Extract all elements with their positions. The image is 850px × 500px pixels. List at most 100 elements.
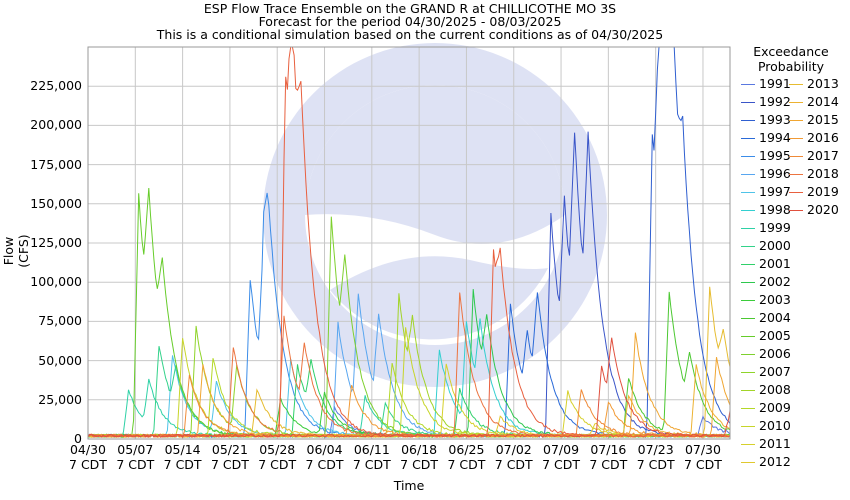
y-tick-label: 125,000	[30, 235, 82, 250]
y-tick-label: 200,000	[30, 117, 82, 133]
legend-swatch	[741, 300, 755, 301]
legend-item-2003: 2003	[741, 291, 791, 309]
legend: Exceedance Probability 1991 1992 1993 1994 1…	[735, 44, 847, 469]
legend-item-2000: 2000	[741, 237, 791, 255]
y-tick-label: 75,000	[38, 313, 82, 329]
legend-swatch	[741, 210, 755, 211]
legend-label: 1993	[759, 112, 791, 127]
legend-swatch	[741, 444, 755, 445]
legend-swatch	[789, 174, 803, 175]
legend-label: 2001	[759, 256, 791, 271]
legend-swatch	[741, 426, 755, 427]
legend-label: 2010	[759, 418, 791, 433]
legend-item-2007: 2007	[741, 363, 791, 381]
legend-swatch	[741, 336, 755, 337]
x-tick-label: 07/02 7 CDT	[494, 442, 533, 472]
legend-item-1997: 1997	[741, 183, 791, 201]
legend-label: 2000	[759, 238, 791, 253]
legend-swatch	[741, 318, 755, 319]
x-tick-label: 07/16 7 CDT	[589, 442, 628, 472]
legend-swatch	[741, 156, 755, 157]
legend-item-2008: 2008	[741, 381, 791, 399]
legend-swatch	[741, 174, 755, 175]
legend-label: 2016	[807, 130, 839, 145]
legend-title-line-1: Exceedance	[753, 44, 829, 59]
x-axis-label: Time	[393, 478, 425, 493]
legend-item-1992: 1992	[741, 93, 791, 111]
legend-label: 2013	[807, 76, 839, 91]
legend-label: 2012	[759, 454, 791, 469]
legend-item-2011: 2011	[741, 435, 791, 453]
y-tick-label: 175,000	[30, 156, 82, 172]
legend-label: 2003	[759, 292, 791, 307]
legend-swatch	[789, 102, 803, 103]
legend-item-2019: 2019	[789, 183, 839, 201]
legend-item-1991: 1991	[741, 75, 791, 93]
legend-item-2015: 2015	[789, 111, 839, 129]
legend-label: 2002	[759, 274, 791, 289]
legend-swatch	[741, 192, 755, 193]
legend-swatch	[741, 102, 755, 103]
legend-item-2002: 2002	[741, 273, 791, 291]
legend-swatch	[789, 120, 803, 121]
legend-item-2017: 2017	[789, 147, 839, 165]
legend-item-2006: 2006	[741, 345, 791, 363]
legend-swatch	[741, 354, 755, 355]
x-tick-label: 06/25 7 CDT	[447, 442, 486, 472]
x-tick-label: 05/28 7 CDT	[258, 442, 297, 472]
legend-item-2020: 2020	[789, 201, 839, 219]
x-tick-label: 06/04 7 CDT	[305, 442, 344, 472]
y-tick-label: 50,000	[38, 352, 82, 368]
series-line-2020	[87, 337, 731, 438]
x-tick-label: 06/18 7 CDT	[400, 442, 439, 472]
legend-swatch	[789, 156, 803, 157]
x-tick-label: 07/23 7 CDT	[636, 442, 675, 472]
legend-item-2018: 2018	[789, 165, 839, 183]
legend-title-line-2: Probability	[757, 59, 825, 74]
legend-label: 2011	[759, 436, 791, 451]
legend-label: 2006	[759, 346, 791, 361]
legend-item-2013: 2013	[789, 75, 839, 93]
legend-swatch	[741, 282, 755, 283]
noaa-watermark-logo	[263, 43, 607, 387]
chart-subtitle-2: This is a conditional simulation based o…	[156, 27, 664, 42]
legend-label: 2017	[807, 148, 839, 163]
legend-item-2009: 2009	[741, 399, 791, 417]
legend-item-2010: 2010	[741, 417, 791, 435]
legend-swatch	[741, 120, 755, 121]
x-tick-label: 07/09 7 CDT	[542, 442, 580, 472]
chart-title: ESP Flow Trace Ensemble on the GRAND R a…	[203, 1, 617, 16]
legend-label: 1999	[759, 220, 791, 235]
legend-label: 1994	[759, 130, 791, 145]
y-tick-label: 0	[74, 431, 82, 446]
legend-item-1996: 1996	[741, 165, 791, 183]
legend-label: 2005	[759, 328, 791, 343]
y-tick-label: 225,000	[30, 78, 82, 94]
legend-label: 2020	[807, 202, 839, 217]
x-tick-label: 05/21 7 CDT	[210, 442, 249, 472]
legend-item-1999: 1999	[741, 219, 791, 237]
legend-label: 2004	[759, 310, 791, 325]
legend-label: 2008	[759, 382, 791, 397]
x-tick-label: 05/14 7 CDT	[163, 442, 202, 472]
legend-swatch	[789, 138, 803, 139]
legend-swatch	[741, 228, 755, 229]
legend-swatch	[741, 246, 755, 247]
chart-subtitle: Forecast for the period 04/30/2025 - 08/…	[258, 14, 562, 29]
legend-label: 1992	[759, 94, 791, 109]
legend-label: 1996	[759, 166, 791, 181]
legend-item-1995: 1995	[741, 147, 791, 165]
legend-swatch	[789, 84, 803, 85]
y-tick-label: 25,000	[38, 391, 82, 407]
legend-label: 1998	[759, 202, 791, 217]
legend-swatch	[789, 210, 803, 211]
legend-label: 2018	[807, 166, 839, 181]
x-tick-label: 07/30 7 CDT	[683, 442, 722, 472]
legend-item-1998: 1998	[741, 201, 791, 219]
legend-title: Exceedance Probability	[735, 44, 847, 74]
legend-swatch	[741, 390, 755, 391]
legend-item-2001: 2001	[741, 255, 791, 273]
legend-swatch	[789, 192, 803, 193]
y-tick-label: 100,000	[30, 274, 82, 290]
